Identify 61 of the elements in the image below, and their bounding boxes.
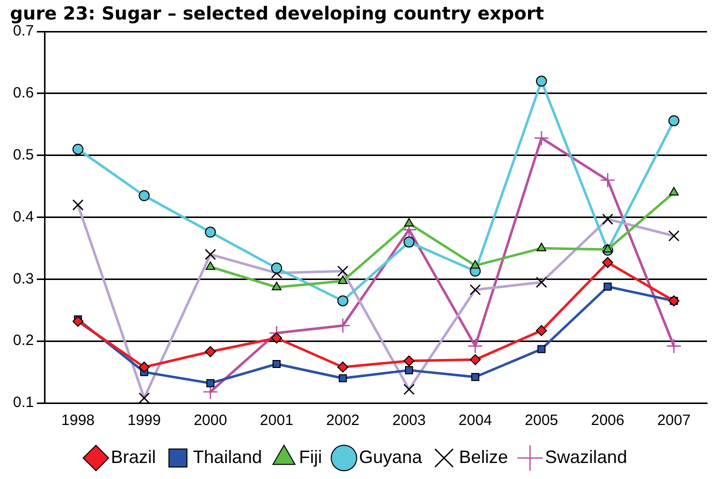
y-tick-label: 0.7 bbox=[12, 22, 34, 40]
point bbox=[204, 226, 216, 238]
legend-label: Swaziland bbox=[545, 446, 628, 467]
point bbox=[668, 115, 680, 126]
y-tick-label: 0.3 bbox=[12, 270, 34, 288]
x-tick-label: 2004 bbox=[458, 412, 492, 430]
point bbox=[471, 372, 480, 382]
point bbox=[138, 190, 150, 202]
y-tick-label: 0.4 bbox=[12, 208, 34, 226]
point bbox=[271, 262, 282, 274]
point bbox=[470, 354, 481, 366]
point bbox=[337, 295, 348, 306]
point bbox=[534, 130, 550, 146]
x-tick-label: 2000 bbox=[194, 412, 228, 430]
y-tick-label: 0.5 bbox=[12, 146, 34, 164]
point bbox=[602, 244, 613, 252]
x-tick-label: 1998 bbox=[61, 412, 95, 430]
point bbox=[338, 374, 347, 382]
point bbox=[204, 346, 216, 358]
point bbox=[536, 242, 546, 252]
point bbox=[470, 260, 480, 269]
point bbox=[337, 362, 348, 373]
x-tick-label: 2001 bbox=[260, 412, 294, 430]
point bbox=[468, 338, 483, 354]
point bbox=[271, 332, 282, 344]
point bbox=[206, 261, 216, 270]
point bbox=[666, 338, 682, 354]
y-tick-label: 0.2 bbox=[12, 332, 34, 350]
point bbox=[405, 366, 414, 374]
x-tick-label: 2005 bbox=[524, 412, 558, 430]
point bbox=[272, 360, 281, 368]
y-tick-label: 0.6 bbox=[12, 84, 34, 102]
point bbox=[335, 318, 350, 334]
point bbox=[72, 144, 84, 155]
point bbox=[536, 76, 547, 87]
point bbox=[272, 282, 282, 290]
point bbox=[72, 316, 84, 327]
point bbox=[536, 325, 547, 336]
point bbox=[138, 362, 150, 373]
x-tick-label: 1999 bbox=[127, 412, 161, 430]
legend-label: Belize bbox=[459, 446, 508, 467]
point bbox=[600, 172, 616, 188]
point bbox=[604, 282, 612, 291]
y-tick-label: 0.1 bbox=[12, 394, 34, 412]
legend-label: Brazil bbox=[110, 446, 156, 467]
legend-label: Thailand bbox=[192, 446, 262, 467]
point bbox=[537, 345, 546, 354]
point bbox=[338, 276, 348, 284]
x-tick-label: 2002 bbox=[326, 412, 360, 430]
chart-title: gure 23: Sugar – selected developing country export bbox=[10, 3, 544, 24]
point bbox=[602, 256, 614, 268]
point bbox=[404, 236, 415, 248]
legend-label: Guyana bbox=[358, 446, 423, 467]
legend-label: Fiji bbox=[298, 446, 322, 467]
x-tick-label: 2003 bbox=[392, 412, 426, 430]
x-tick-label: 2007 bbox=[657, 412, 691, 430]
x-tick-label: 2006 bbox=[590, 412, 624, 430]
point bbox=[404, 218, 414, 226]
point bbox=[206, 379, 214, 388]
point bbox=[669, 187, 679, 196]
point bbox=[404, 355, 415, 366]
